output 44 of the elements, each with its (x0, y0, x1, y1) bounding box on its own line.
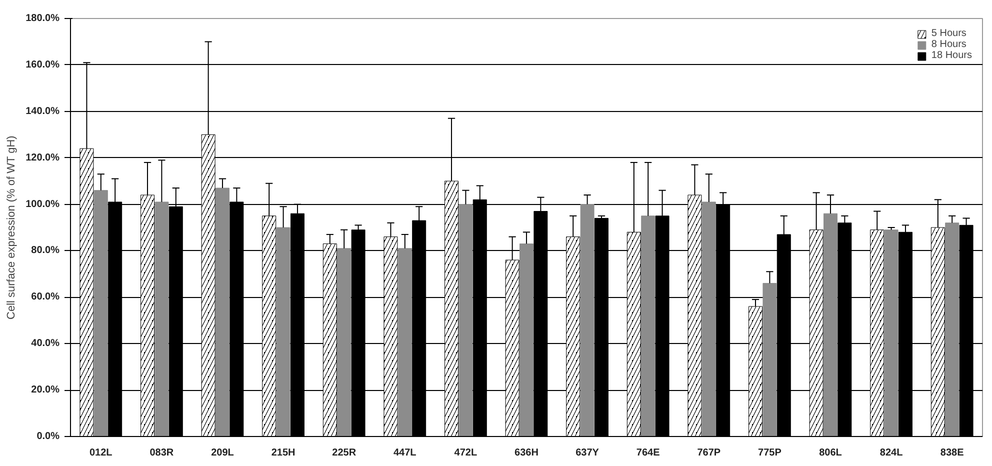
x-tick-label: 225R (332, 448, 357, 458)
y-tick-label: 100.0% (26, 198, 60, 210)
y-tick-label: 0.0% (36, 431, 60, 442)
bar (458, 204, 473, 436)
bar (520, 244, 534, 436)
bar (216, 188, 230, 436)
bar (337, 248, 352, 436)
x-tick-label: 209L (211, 448, 234, 458)
x-tick-label: 636H (514, 448, 538, 458)
x-tick-label: 806L (819, 448, 842, 458)
x-tick-label: 083R (150, 448, 174, 458)
bar (762, 282, 777, 436)
y-tick-label: 180.0% (26, 13, 60, 24)
bar (154, 202, 169, 436)
x-tick-label: 824L (880, 448, 903, 458)
bar (702, 202, 716, 436)
y-tick-label: 80.0% (31, 245, 60, 256)
x-tick-label: 838E (940, 448, 964, 458)
bar (641, 216, 656, 436)
bar (94, 190, 108, 436)
y-tick-label: 140.0% (26, 106, 60, 117)
y-tick-label: 60.0% (31, 292, 60, 303)
x-tick-label: 012L (90, 448, 112, 458)
x-tick-label: 637Y (576, 448, 600, 458)
bar (824, 213, 838, 436)
x-tick-label: 767P (697, 448, 721, 458)
bar (580, 204, 594, 436)
bar (276, 227, 290, 436)
y-tick-label: 120.0% (26, 152, 60, 164)
y-axis-title: Cell surface expression (% of WT gH) (6, 136, 18, 320)
x-tick-label: 215H (271, 448, 296, 458)
bar (884, 230, 898, 436)
x-tick-label: 764E (636, 448, 660, 458)
legend-label: 18 Hours (931, 50, 972, 61)
y-tick-label: 40.0% (31, 338, 60, 350)
bar (945, 222, 960, 436)
bar (398, 248, 412, 436)
x-tick-label: 775P (758, 448, 782, 458)
y-tick-label: 20.0% (31, 384, 60, 396)
x-tick-label: 472L (454, 448, 478, 458)
x-tick-label: 447L (394, 448, 416, 458)
y-tick-label: 160.0% (26, 59, 60, 70)
legend-label: 8 Hours (931, 39, 966, 50)
legend-label: 5 Hours (931, 28, 966, 39)
